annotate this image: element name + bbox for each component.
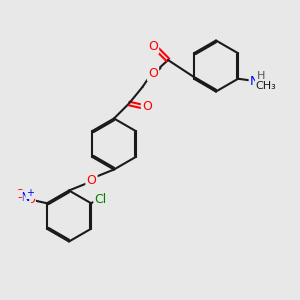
Text: O: O xyxy=(148,40,158,53)
Text: N: N xyxy=(20,191,30,204)
Text: -: - xyxy=(17,191,22,204)
Text: +: + xyxy=(26,188,34,198)
Text: O: O xyxy=(142,100,152,113)
Text: N: N xyxy=(250,75,259,88)
Text: O: O xyxy=(87,173,96,187)
Text: O: O xyxy=(16,189,24,199)
Text: Cl: Cl xyxy=(94,193,107,206)
Text: O: O xyxy=(26,195,35,205)
Text: H: H xyxy=(257,71,266,81)
Text: O: O xyxy=(148,67,158,80)
Text: CH₃: CH₃ xyxy=(256,81,276,91)
